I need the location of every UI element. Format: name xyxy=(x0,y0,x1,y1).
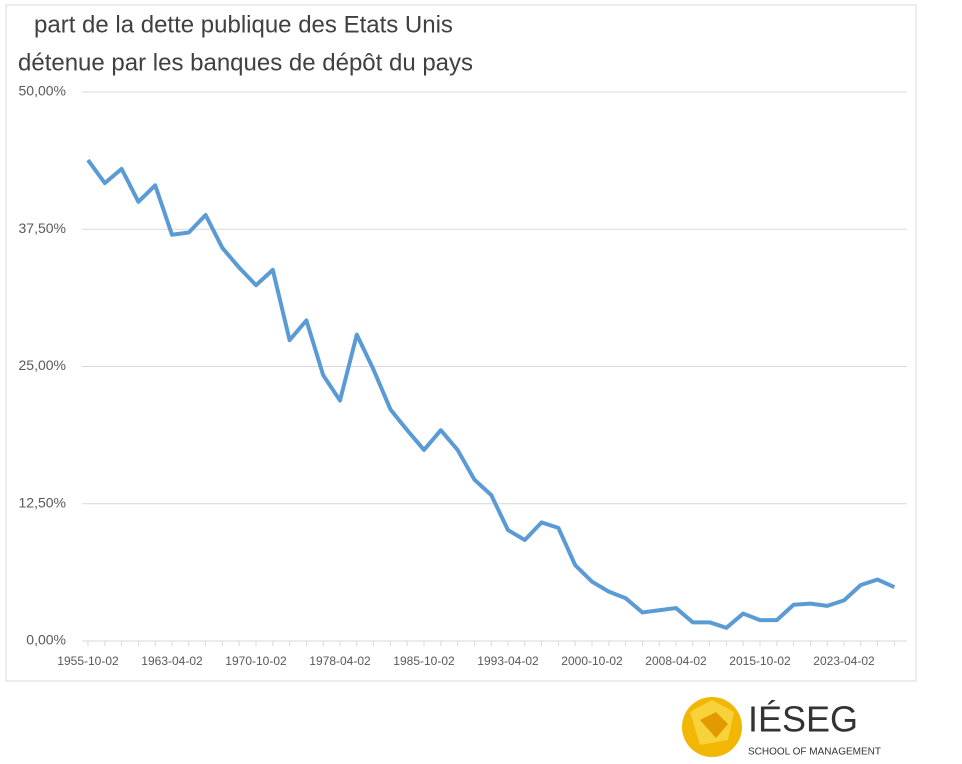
y-tick-label: 12,50% xyxy=(19,494,66,510)
chart-title: part de la dette publique des Etats Unis xyxy=(34,11,453,38)
y-tick-label: 37,50% xyxy=(19,220,66,236)
y-tick-label: 0,00% xyxy=(26,632,66,648)
logo-facets xyxy=(700,712,728,738)
x-tick-label: 1963-04-02 xyxy=(141,654,203,668)
x-tick-label: 1955-10-02 xyxy=(57,654,119,668)
x-tick-label: 2008-04-02 xyxy=(645,654,707,668)
y-tick-label: 25,00% xyxy=(19,357,66,373)
x-tick-label: 2015-10-02 xyxy=(729,654,791,668)
chart-title: détenue par les banques de dépôt du pays xyxy=(18,49,473,76)
x-tick-label: 2023-04-02 xyxy=(813,654,875,668)
series-line xyxy=(86,158,896,630)
chart-frame xyxy=(5,4,917,682)
logo: IÉSEG SCHOOL OF MANAGEMENT xyxy=(682,697,881,758)
x-tick-label: 1970-10-02 xyxy=(225,654,287,668)
x-tick-label: 2000-10-02 xyxy=(561,654,623,668)
y-tick-label: 50,00% xyxy=(19,83,66,99)
x-tick-label: 1985-10-02 xyxy=(393,654,455,668)
x-tick-label: 1978-04-02 xyxy=(309,654,371,668)
logo-name: IÉSEG xyxy=(748,699,858,740)
x-tick-label: 1993-04-02 xyxy=(477,654,539,668)
logo-tagline: SCHOOL OF MANAGEMENT xyxy=(748,747,881,758)
